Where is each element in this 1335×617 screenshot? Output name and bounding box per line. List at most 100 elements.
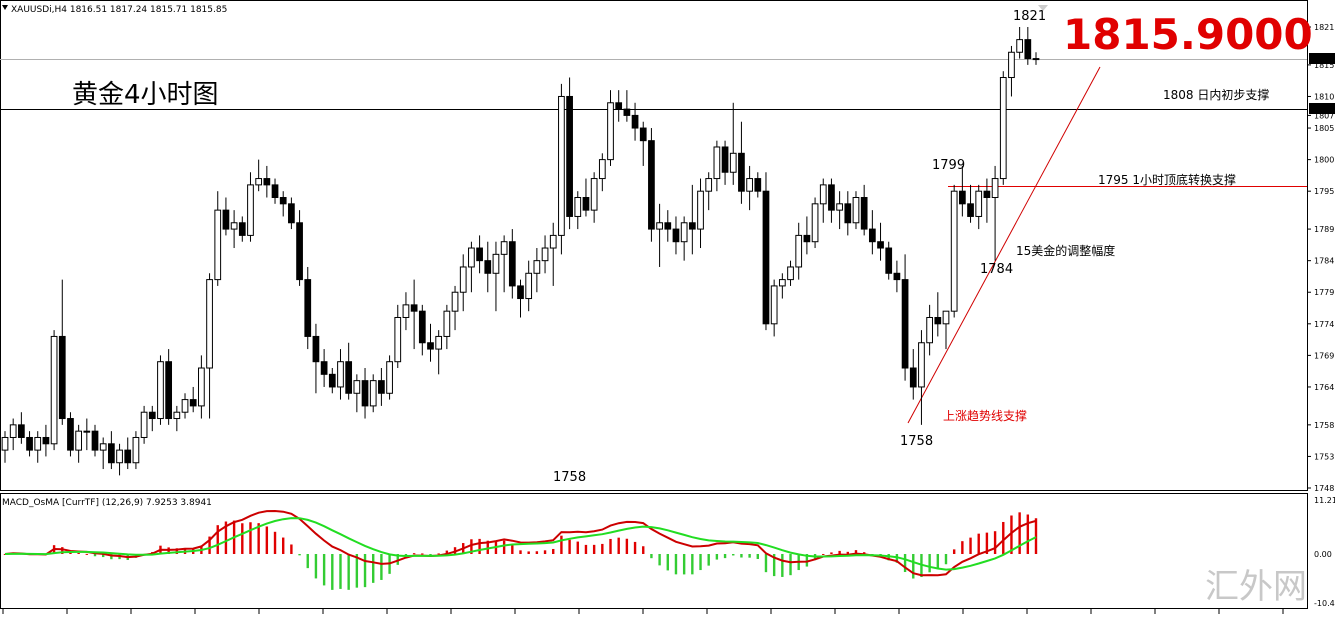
macd-histogram-bar (633, 541, 637, 554)
candle-bull (353, 380, 361, 394)
candle-bull (50, 335, 58, 445)
candle-bear (238, 222, 246, 236)
candle-bear (803, 234, 811, 243)
macd-histogram-bar (993, 531, 997, 554)
y-tick-label: 1779 (1314, 288, 1334, 297)
candle-bull (770, 285, 778, 325)
macd-histogram-bar (781, 554, 784, 577)
macd-histogram-bar (601, 543, 604, 554)
macd-histogram-bar (306, 554, 309, 569)
macd-histogram-bar (822, 553, 825, 555)
macd-histogram-bar (331, 554, 334, 590)
candle-bear (67, 418, 74, 451)
candle-bull (255, 178, 263, 186)
macd-histogram-bar (560, 535, 563, 554)
macd-histogram-bar (658, 554, 661, 566)
big-price: 1815.9000 (1063, 10, 1313, 59)
macd-histogram-bar (314, 554, 318, 579)
candle-bull (991, 178, 999, 199)
candle-bull (680, 222, 688, 243)
macd-histogram-bar (977, 533, 980, 554)
macd-histogram-bar (77, 553, 80, 555)
candle-bear (304, 279, 312, 337)
macd-histogram-bar (944, 554, 948, 565)
macd-histogram-bar (486, 540, 489, 554)
macd-histogram-bar (928, 554, 931, 573)
candle-bear (582, 197, 590, 211)
candle-bull (459, 266, 467, 293)
macd-histogram-bar (723, 554, 727, 559)
macd-histogram-bar (445, 550, 449, 554)
candle-bull (157, 361, 164, 420)
macd-histogram-bar (969, 537, 972, 554)
macd-histogram-bar (412, 553, 416, 555)
y-tick-label: 1810 (1314, 92, 1334, 101)
annotation-pullback: 15美金的调整幅度 (1016, 243, 1115, 258)
macd-histogram-bar (609, 538, 612, 554)
candle-bear (828, 184, 835, 211)
macd-histogram-bar (355, 554, 359, 588)
macd-histogram-bar (748, 554, 751, 558)
macd-y-tick-label: -10.4 (1314, 599, 1335, 608)
candle-bear (885, 247, 893, 274)
candle-bull (713, 146, 721, 180)
candle-bear (26, 436, 33, 451)
candle-bull (795, 234, 803, 268)
y-tick-label: 1807 (1314, 111, 1334, 120)
candle-bull (34, 436, 42, 451)
macd-histogram-bar (1010, 515, 1013, 554)
macd-histogram-bar (732, 554, 735, 556)
candle-bear (860, 197, 868, 230)
candle-bear (42, 436, 50, 445)
candle-bear (508, 241, 516, 287)
y-tick-label: 1748 (1314, 484, 1334, 493)
macd-histogram-bar (3, 554, 7, 555)
macd-histogram-bar (584, 544, 588, 554)
candle-bull (574, 197, 582, 217)
candle-bear (320, 361, 328, 375)
macd-histogram-bar (576, 541, 579, 554)
macd-histogram-bar (903, 554, 907, 573)
candle-bear (958, 190, 966, 205)
macd-histogram-bar (666, 554, 669, 571)
candle-bear (967, 203, 974, 217)
macd-histogram-bar (756, 554, 759, 559)
macd-histogram-bar (61, 547, 64, 554)
candle-bear (566, 95, 573, 217)
candle-bull (75, 430, 83, 451)
candle-bear (189, 399, 197, 407)
candle-bear (688, 222, 696, 230)
annotation-1758-right: 1758 (900, 434, 933, 449)
macd-label: MACD_OsMA [CurrTF] (12,26,9) 7.9253 3.89… (2, 498, 212, 508)
y-tick-label: 1805 (1314, 124, 1334, 133)
candle-bear (378, 380, 385, 394)
macd-histogram-bar (642, 546, 645, 554)
uptrend-line (907, 66, 1101, 424)
macd-histogram-bar (85, 553, 89, 555)
candle-bear (934, 316, 942, 325)
macd-histogram-bar (952, 549, 956, 554)
chart-title: 黄金4小时图 (72, 80, 219, 110)
y-tick-label: 1758 (1314, 421, 1334, 430)
header-symbol-line: XAUUSDi,H4 1816.51 1817.24 1815.71 1815.… (11, 5, 227, 15)
candle-bull (590, 178, 598, 211)
macd-histogram-bar (249, 522, 252, 554)
candle-bear (124, 449, 132, 464)
macd-histogram-bar (421, 553, 424, 555)
candle-bull (99, 443, 107, 451)
candle-bear (312, 335, 320, 363)
candle-bear (18, 424, 25, 438)
macd-histogram-bar (936, 554, 940, 569)
macd-histogram-bar (396, 554, 399, 565)
y-tick-label: 1769 (1314, 351, 1334, 360)
macd-histogram-bar (1034, 518, 1038, 554)
macd-histogram-bar (789, 554, 792, 576)
annotation-1799: 1799 (932, 158, 965, 173)
macd-histogram-bar (543, 550, 547, 554)
current-price-tag (1309, 53, 1335, 64)
y-tick-label: 1774 (1314, 320, 1334, 329)
macd-histogram-bar (273, 531, 277, 554)
macd-histogram-bar (535, 551, 539, 554)
macd-histogram-bar (912, 554, 915, 579)
